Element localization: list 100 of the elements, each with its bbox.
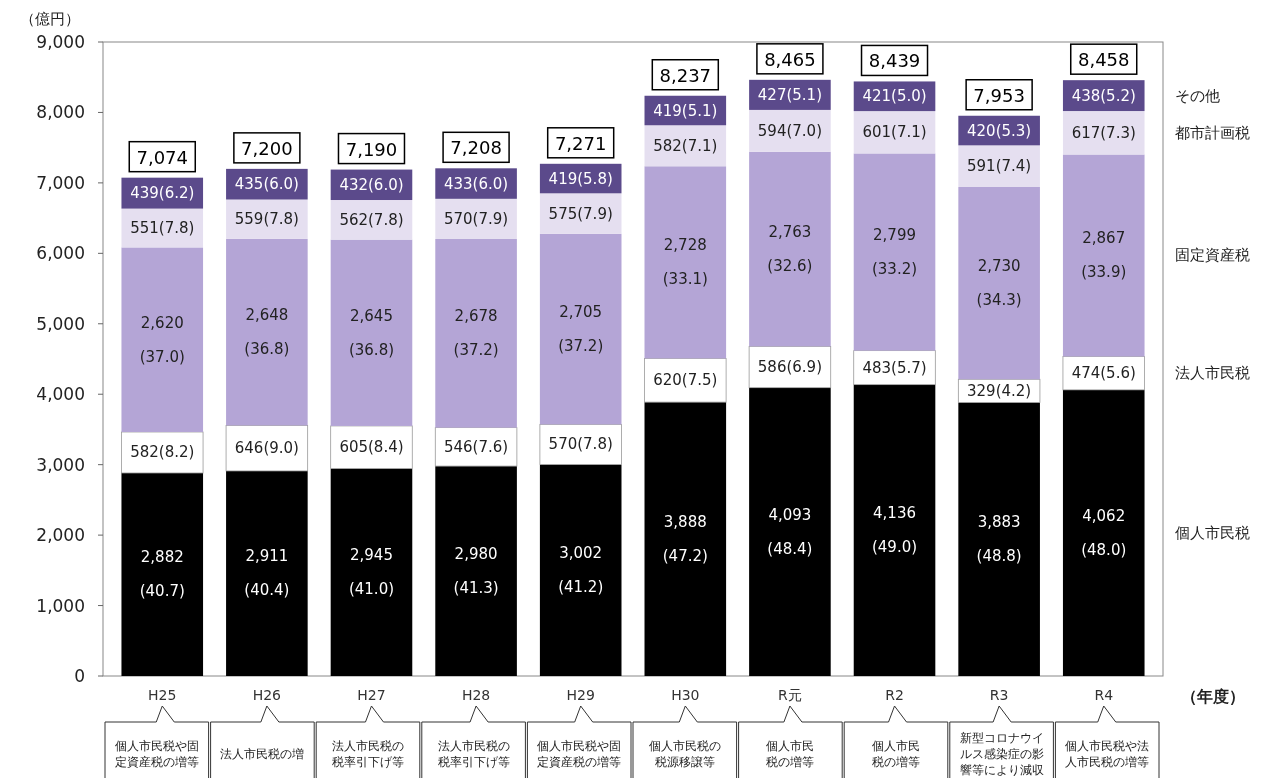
data-label: 570(7.8) — [548, 435, 613, 454]
data-label: 551(7.8) — [130, 219, 195, 238]
bar — [749, 387, 831, 676]
text: 都市計画税 — [1175, 123, 1250, 142]
x-tick-label: H29 — [566, 687, 595, 703]
y-axis-title: （億円） — [20, 10, 80, 28]
data-label: 2,678 (37.2) — [453, 307, 499, 360]
x-tick-label: R3 — [989, 687, 1009, 703]
data-label: 2,911 (40.4) — [244, 547, 290, 600]
data-label: 594(7.0) — [757, 121, 823, 140]
y-tick-label: 1,000 — [36, 595, 85, 616]
bar — [121, 247, 204, 432]
data-label: 2,763 (32.6) — [767, 223, 813, 276]
data-label: 620(7.5) — [653, 371, 718, 390]
bar — [330, 239, 413, 426]
data-label: 483(5.7) — [862, 358, 927, 377]
data-label: 419(5.1) — [653, 101, 718, 120]
y-tick-label: 4,000 — [36, 384, 85, 405]
total-label: 7,208 — [450, 137, 502, 159]
data-label: 546(7.6) — [443, 437, 509, 456]
total-label: 8,465 — [764, 48, 816, 70]
data-label: 605(8.4) — [339, 438, 404, 457]
data-label: 474(5.6) — [1071, 364, 1136, 383]
data-label: 2,867 (33.9) — [1081, 229, 1127, 282]
data-label: 2,945 (41.0) — [348, 546, 395, 599]
y-tick-label: 3,000 — [36, 454, 85, 475]
bar — [226, 470, 308, 676]
text: 個人市民税や法人市民税の増等 — [1065, 739, 1150, 769]
data-label: 4,093 (48.4) — [767, 505, 813, 558]
bar — [539, 193, 622, 234]
bar — [958, 145, 1040, 187]
total-label: 7,200 — [241, 137, 293, 159]
data-label: 562(7.8) — [339, 210, 404, 229]
y-tick-label: 8,000 — [36, 102, 85, 123]
data-label: 586(6.9) — [757, 358, 823, 377]
total-label: 8,439 — [868, 50, 921, 72]
data-label: 3,002 (41.2) — [558, 544, 604, 597]
bar — [539, 464, 622, 676]
x-tick-label: R元 — [778, 687, 802, 703]
text: 法人市民税の税率引下げ等 — [332, 739, 404, 769]
data-label: 2,728 (33.1) — [662, 236, 708, 289]
bar — [121, 472, 204, 676]
data-label: 4,136 (49.0) — [871, 504, 918, 557]
data-label: 438(5.2) — [1071, 86, 1136, 105]
text: その他 — [1175, 86, 1220, 105]
bar — [644, 166, 727, 359]
data-label: 575(7.9) — [548, 204, 613, 223]
data-label: 3,883 (48.8) — [976, 513, 1022, 566]
x-tick-label: H30 — [671, 687, 700, 703]
bar — [121, 431, 204, 474]
bar — [644, 402, 727, 676]
x-tick-label: R2 — [885, 687, 904, 703]
x-tick-label: H27 — [357, 687, 386, 703]
total-label: 7,190 — [345, 138, 398, 160]
text: 法人市民税の増 — [220, 747, 305, 761]
data-label: 427(5.1) — [757, 85, 823, 104]
y-tick-label: 2,000 — [36, 525, 85, 546]
data-label: 2,980 (41.3) — [453, 545, 499, 598]
text: 個人市民税や固定資産税の増等 — [537, 739, 622, 769]
total-label: 8,458 — [1077, 49, 1130, 71]
data-label: 432(6.0) — [339, 175, 404, 194]
total-label: 7,271 — [554, 132, 607, 154]
bar — [435, 238, 517, 428]
x-tick-label: H26 — [252, 687, 282, 703]
data-label: 582(8.2) — [130, 443, 195, 462]
bar — [226, 238, 308, 426]
bar — [435, 466, 517, 676]
data-label: 2,620 (37.0) — [139, 313, 185, 366]
data-label: 2,799 (33.2) — [871, 226, 918, 279]
text: 個人市民税の増等 — [766, 739, 815, 769]
data-label: 435(6.0) — [234, 175, 299, 194]
data-label: 582(7.1) — [653, 136, 718, 155]
text: 法人市民税 — [1175, 364, 1250, 383]
bar — [539, 233, 622, 425]
data-label: 4,062 (48.0) — [1081, 506, 1127, 559]
bar — [749, 109, 831, 152]
bar — [644, 358, 727, 403]
data-label: 419(5.8) — [548, 169, 613, 188]
x-tick-label: H25 — [148, 687, 177, 703]
bar — [749, 151, 831, 347]
bar — [853, 384, 936, 676]
text: 法人市民税の税率引下げ等 — [437, 739, 510, 769]
data-label: 601(7.1) — [862, 123, 927, 142]
data-label: 570(7.9) — [443, 209, 509, 228]
text: 新型コロナウイルス感染症の影響等により減収 — [959, 731, 1044, 777]
y-tick-label: 0 — [74, 666, 85, 686]
data-label: 433(6.0) — [443, 174, 509, 193]
x-tick-label: R4 — [1094, 687, 1114, 703]
bar — [1062, 154, 1145, 357]
bar — [958, 186, 1040, 380]
data-label: 646(9.0) — [234, 439, 299, 458]
data-label: 2,882 (40.7) — [139, 548, 185, 601]
text: 固定資産税 — [1175, 246, 1250, 265]
bar — [1062, 111, 1145, 155]
y-tick-label: 5,000 — [36, 313, 85, 334]
bar — [958, 402, 1040, 676]
data-label: 591(7.4) — [967, 157, 1032, 176]
data-label: 2,648 (36.8) — [244, 306, 290, 359]
data-label: 420(5.3) — [967, 121, 1032, 140]
y-tick-label: 7,000 — [36, 172, 85, 193]
